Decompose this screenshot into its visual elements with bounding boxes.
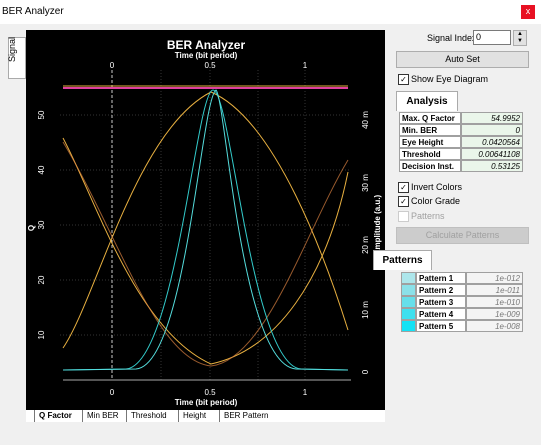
pattern-color [401, 308, 416, 320]
axis-label: Amplitude (a.u.) [373, 194, 382, 255]
spinner[interactable]: ▲ ▼ [513, 30, 527, 46]
cell-value: 1e-010 [466, 296, 523, 308]
cell-label: Max. Q Factor [399, 112, 461, 124]
auto-set-button[interactable]: Auto Set [396, 51, 529, 68]
pattern-color [401, 272, 416, 284]
eye-curve [62, 137, 349, 365]
checkbox[interactable] [398, 211, 409, 222]
cell-value: 0.00641108 [461, 148, 523, 160]
side-tab-label[interactable]: Signal [7, 36, 17, 62]
close-button[interactable]: x [521, 5, 535, 19]
tick-label: 50 [37, 110, 46, 119]
cell-label: Pattern 2 [416, 284, 466, 296]
tick-label: 0 [361, 369, 370, 374]
eye-curve [62, 91, 349, 349]
tick-label: 30 [37, 220, 46, 229]
patterns-tab[interactable]: Patterns [373, 250, 432, 270]
tick-label: 1 [303, 388, 308, 397]
plot-title: BER Analyzer [167, 38, 246, 52]
grid [60, 70, 351, 380]
pattern-color [401, 320, 416, 332]
eye-curve [62, 141, 349, 367]
axis-label: Q [27, 225, 36, 231]
tick-label: 0.5 [204, 61, 216, 70]
checkbox-label[interactable]: Patterns [411, 211, 445, 221]
cell-value: 0.0420564 [461, 136, 523, 148]
tick-label: 0 [110, 388, 115, 397]
signal-index-input[interactable]: 0 [473, 30, 511, 45]
plot-background [26, 30, 385, 410]
tick-label: 40 [37, 165, 46, 174]
checkbox-label[interactable]: Show Eye Diagram [411, 74, 489, 84]
cell-label: Pattern 3 [416, 296, 466, 308]
checkbox-label[interactable]: Invert Colors [411, 182, 463, 192]
plot-tab[interactable]: Threshold [126, 410, 171, 422]
calculate-button[interactable]: Calculate Patterns [396, 227, 529, 244]
cell-value: 1e-009 [466, 308, 523, 320]
plot-tab[interactable]: BER Pattern [219, 410, 272, 422]
cell-value: 0.53125 [461, 160, 523, 172]
checkbox[interactable]: ✓ [398, 182, 409, 193]
tick-label: 10 m [361, 301, 370, 319]
plot-tab[interactable]: Height [178, 410, 210, 422]
checkbox[interactable]: ✓ [398, 74, 409, 85]
cell-label: Eye Height [399, 136, 461, 148]
tick-label: 20 [37, 275, 46, 284]
side-tab[interactable] [8, 37, 26, 79]
cell-label: Pattern 5 [416, 320, 466, 332]
tick-label: 0 [110, 61, 115, 70]
cell-value: 54.9952 [461, 112, 523, 124]
plot-tab[interactable]: Q Factor [34, 410, 76, 422]
checkbox-label[interactable]: Color Grade [411, 196, 461, 206]
cell-label: Pattern 4 [416, 308, 466, 320]
title-bar [0, 0, 541, 24]
analysis-tab[interactable]: Analysis [396, 91, 458, 111]
cell-value: 0 [461, 124, 523, 136]
tick-label: 10 [37, 330, 46, 339]
cell-label: Threshold [399, 148, 461, 160]
tick-label: 30 m [361, 174, 370, 192]
tick-label: 20 m [361, 236, 370, 254]
q-curve [62, 89, 349, 371]
cell-value: 1e-012 [466, 272, 523, 284]
plot-tabs [26, 410, 385, 422]
tick-label: 40 m [361, 111, 370, 129]
tick-label: 0.5 [204, 388, 216, 397]
cell-label: Decision Inst. [399, 160, 461, 172]
q-curve [62, 89, 349, 371]
window-title: BER Analyzer [2, 6, 64, 17]
cell-value: 1e-011 [466, 284, 523, 296]
cell-value: 1e-008 [466, 320, 523, 332]
tick-label: 1 [303, 61, 308, 70]
checkbox[interactable]: ✓ [398, 196, 409, 207]
cell-label: Pattern 1 [416, 272, 466, 284]
axis-label: Time (bit period) [175, 398, 238, 407]
pattern-color [401, 296, 416, 308]
cell-label: Min. BER [399, 124, 461, 136]
plot-tab[interactable]: Min BER [82, 410, 123, 422]
analysis-table: Max. Q Factor 54.9952 Min. BER 0 Eye Height 0… [399, 112, 523, 174]
signal-index-label: Signal Index [427, 33, 477, 43]
pattern-color [401, 284, 416, 296]
axis-label: Time (bit period) [175, 51, 238, 60]
